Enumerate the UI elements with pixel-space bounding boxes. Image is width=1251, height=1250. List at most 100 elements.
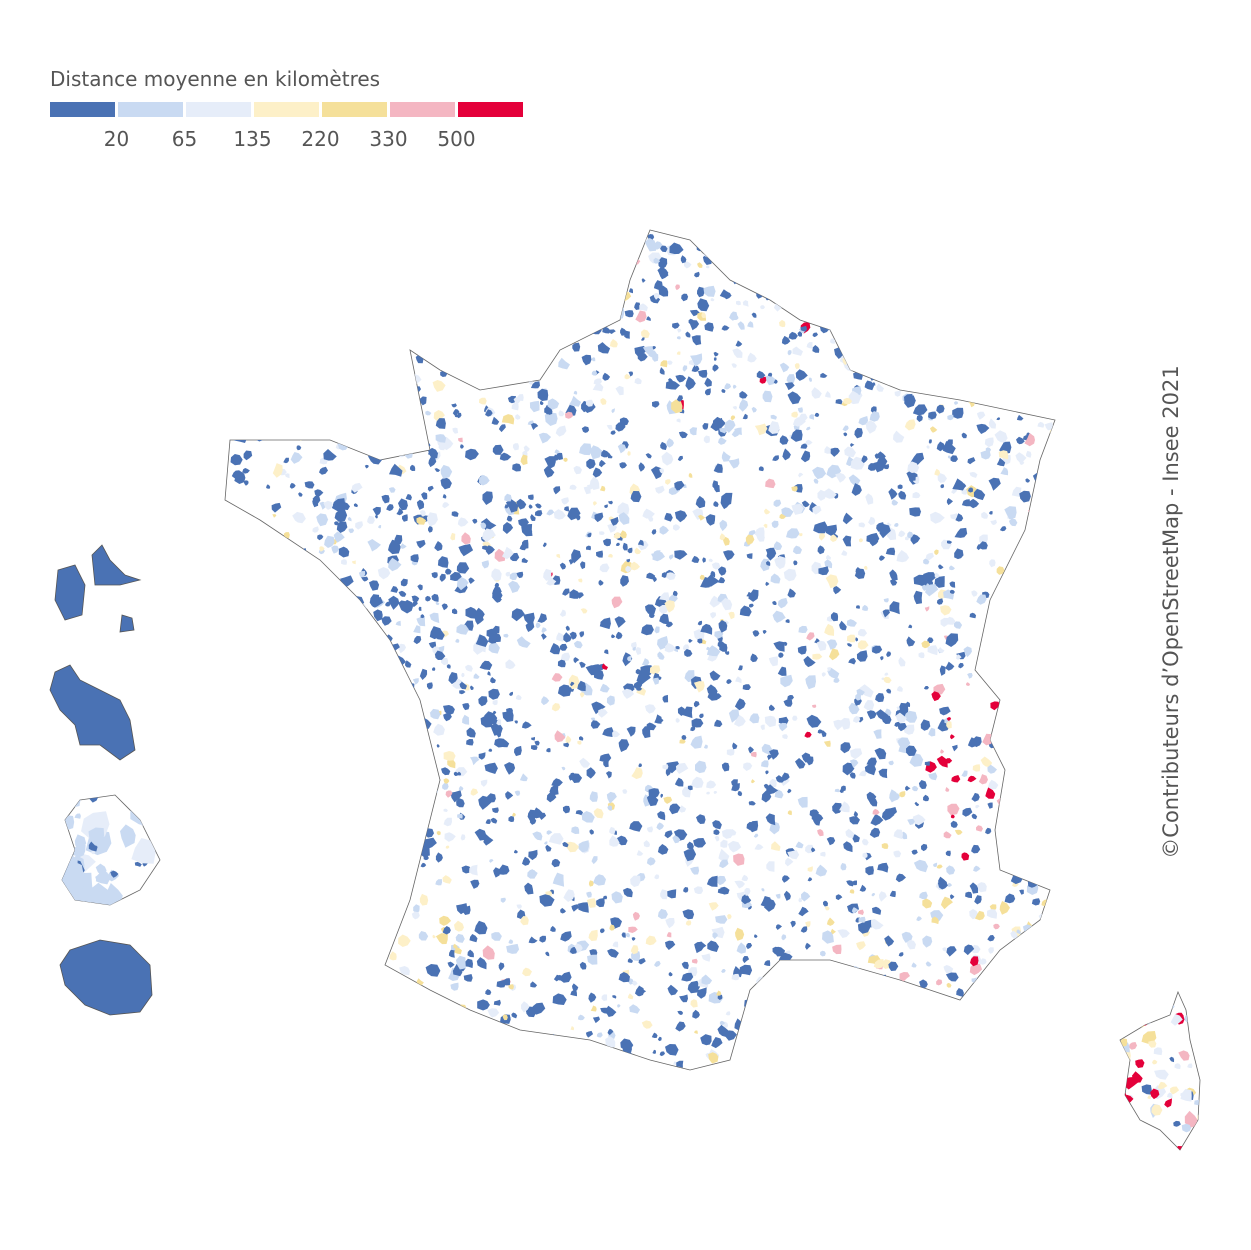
commune xyxy=(374,945,380,951)
commune xyxy=(907,818,915,825)
commune xyxy=(649,294,661,304)
commune xyxy=(783,699,793,707)
commune xyxy=(597,342,611,354)
commune xyxy=(721,451,731,462)
commune xyxy=(606,424,613,430)
commune xyxy=(893,357,902,368)
commune xyxy=(989,511,993,515)
commune xyxy=(931,1067,940,1070)
commune xyxy=(905,701,911,707)
commune xyxy=(474,607,485,620)
commune xyxy=(596,1032,603,1038)
commune xyxy=(234,1065,241,1070)
commune xyxy=(766,266,776,276)
commune xyxy=(708,1052,719,1064)
commune xyxy=(340,1057,349,1067)
commune xyxy=(353,917,360,926)
commune xyxy=(439,915,452,926)
commune xyxy=(800,325,807,332)
commune xyxy=(963,646,972,658)
commune xyxy=(369,426,375,431)
commune xyxy=(277,328,287,339)
commune xyxy=(252,581,261,590)
commune xyxy=(667,889,677,899)
commune xyxy=(921,584,930,591)
commune xyxy=(256,333,270,345)
commune xyxy=(387,759,398,769)
commune xyxy=(900,234,909,245)
commune xyxy=(939,249,950,260)
commune xyxy=(535,503,542,509)
commune xyxy=(747,352,757,363)
commune xyxy=(850,456,865,470)
commune xyxy=(856,650,868,662)
commune xyxy=(315,754,329,764)
commune xyxy=(321,339,333,355)
commune xyxy=(627,993,634,1000)
commune xyxy=(296,430,310,441)
commune xyxy=(225,594,227,601)
commune xyxy=(470,756,480,766)
commune xyxy=(252,992,265,1006)
commune xyxy=(238,913,250,924)
commune xyxy=(451,403,457,408)
commune xyxy=(716,990,722,996)
commune xyxy=(1037,314,1045,323)
commune xyxy=(630,561,640,571)
commune xyxy=(265,907,271,914)
commune xyxy=(359,798,368,808)
commune xyxy=(363,257,372,267)
commune xyxy=(295,548,307,558)
commune xyxy=(314,776,319,782)
commune xyxy=(1027,989,1032,994)
commune xyxy=(644,704,656,714)
commune xyxy=(1022,598,1031,606)
commune xyxy=(982,733,993,746)
commune xyxy=(809,809,819,818)
commune xyxy=(781,335,791,345)
commune xyxy=(450,790,462,803)
commune xyxy=(787,850,800,860)
commune xyxy=(946,721,952,729)
commune xyxy=(441,603,448,611)
commune xyxy=(305,761,312,768)
commune xyxy=(969,612,977,619)
commune xyxy=(385,694,392,701)
commune xyxy=(958,662,964,669)
commune xyxy=(1181,1123,1192,1133)
commune xyxy=(1046,680,1055,690)
commune xyxy=(254,1015,265,1029)
commune xyxy=(888,760,894,766)
commune xyxy=(403,431,412,441)
commune xyxy=(231,533,237,540)
commune xyxy=(434,468,441,472)
commune xyxy=(306,406,313,414)
commune xyxy=(841,550,848,556)
commune xyxy=(1049,836,1055,844)
commune xyxy=(945,1039,954,1049)
commune xyxy=(386,655,397,667)
commune xyxy=(720,492,733,507)
commune xyxy=(1051,354,1055,363)
commune xyxy=(541,265,553,277)
legend-label: 65 xyxy=(172,127,197,151)
commune xyxy=(791,486,798,492)
commune xyxy=(557,684,572,697)
commune xyxy=(700,1034,712,1046)
commune xyxy=(345,799,356,811)
commune xyxy=(281,814,291,825)
commune xyxy=(786,243,791,249)
commune xyxy=(289,482,296,489)
commune xyxy=(374,438,384,451)
commune xyxy=(997,236,1002,242)
commune xyxy=(718,437,727,445)
commune xyxy=(217,824,222,829)
commune xyxy=(241,913,249,923)
commune xyxy=(570,990,577,997)
commune xyxy=(403,1033,414,1043)
commune xyxy=(668,378,673,384)
commune xyxy=(413,625,421,634)
commune xyxy=(256,338,267,351)
commune xyxy=(367,972,374,980)
commune xyxy=(921,640,931,649)
